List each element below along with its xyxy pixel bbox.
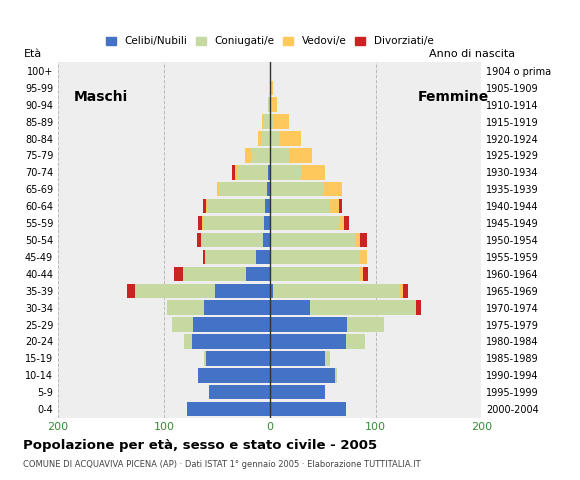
Bar xyxy=(416,300,421,315)
Bar xyxy=(325,351,330,366)
Bar xyxy=(270,351,325,366)
Bar xyxy=(251,148,270,163)
Bar xyxy=(339,199,342,213)
Bar xyxy=(270,267,360,281)
Bar xyxy=(270,81,273,95)
Bar xyxy=(258,132,261,146)
Bar xyxy=(201,233,202,247)
Bar xyxy=(215,284,270,298)
Bar xyxy=(267,97,270,112)
Bar xyxy=(135,284,215,298)
Bar xyxy=(203,199,206,213)
Bar xyxy=(302,165,325,180)
Bar xyxy=(207,199,266,213)
Bar xyxy=(209,385,270,399)
Text: Maschi: Maschi xyxy=(74,90,128,104)
Bar xyxy=(202,233,263,247)
Bar xyxy=(175,267,183,281)
Bar xyxy=(363,267,368,281)
Bar xyxy=(357,233,360,247)
Bar xyxy=(339,216,344,230)
Bar xyxy=(270,132,280,146)
Bar xyxy=(330,199,339,213)
Bar xyxy=(202,216,203,230)
Bar xyxy=(270,368,335,383)
Bar xyxy=(360,267,363,281)
Bar xyxy=(205,250,256,264)
Bar xyxy=(246,267,270,281)
Bar xyxy=(273,114,289,129)
Bar xyxy=(198,216,202,230)
Bar xyxy=(238,165,267,180)
Bar xyxy=(335,368,338,383)
Bar xyxy=(270,334,346,348)
Bar xyxy=(127,284,135,298)
Bar xyxy=(217,182,219,196)
Bar xyxy=(263,233,270,247)
Bar xyxy=(204,351,206,366)
Bar xyxy=(289,148,312,163)
Text: Età: Età xyxy=(24,49,42,59)
Bar xyxy=(270,216,339,230)
Bar xyxy=(203,250,205,264)
Text: COMUNE DI ACQUAVIVA PICENA (AP) · Dati ISTAT 1° gennaio 2005 · Elaborazione TUTT: COMUNE DI ACQUAVIVA PICENA (AP) · Dati I… xyxy=(23,460,421,469)
Bar xyxy=(400,284,403,298)
Bar xyxy=(280,132,302,146)
Bar xyxy=(167,300,204,315)
Bar xyxy=(273,284,400,298)
Bar xyxy=(245,148,251,163)
Bar xyxy=(346,334,365,348)
Bar xyxy=(197,233,201,247)
Bar xyxy=(270,199,330,213)
Bar xyxy=(403,284,408,298)
Bar xyxy=(267,165,270,180)
Bar xyxy=(270,97,272,112)
Bar xyxy=(235,165,238,180)
Bar xyxy=(344,216,349,230)
Bar xyxy=(270,284,273,298)
Bar xyxy=(270,233,357,247)
Bar xyxy=(172,317,194,332)
Text: Anno di nascita: Anno di nascita xyxy=(429,49,515,59)
Bar xyxy=(264,114,270,129)
Bar xyxy=(270,402,346,416)
Bar xyxy=(204,300,270,315)
Bar xyxy=(270,114,273,129)
Bar xyxy=(203,216,264,230)
Bar xyxy=(231,165,235,180)
Bar xyxy=(270,385,325,399)
Bar xyxy=(270,250,360,264)
Bar xyxy=(270,317,347,332)
Bar xyxy=(322,182,342,196)
Bar xyxy=(187,402,270,416)
Bar xyxy=(184,334,193,348)
Bar xyxy=(347,317,384,332)
Bar xyxy=(193,334,270,348)
Bar xyxy=(360,233,367,247)
Bar xyxy=(206,199,207,213)
Bar xyxy=(194,317,270,332)
Bar xyxy=(270,148,289,163)
Bar xyxy=(264,216,270,230)
Bar xyxy=(267,182,270,196)
Bar xyxy=(198,368,270,383)
Bar xyxy=(261,132,270,146)
Bar xyxy=(256,250,270,264)
Bar xyxy=(270,182,322,196)
Text: Popolazione per età, sesso e stato civile - 2005: Popolazione per età, sesso e stato civil… xyxy=(23,439,378,452)
Bar xyxy=(219,182,267,196)
Bar xyxy=(310,300,416,315)
Bar xyxy=(270,300,310,315)
Bar xyxy=(272,97,277,112)
Bar xyxy=(183,267,246,281)
Bar xyxy=(206,351,270,366)
Bar xyxy=(266,199,270,213)
Legend: Celibi/Nubili, Coniugati/e, Vedovi/e, Divorziati/e: Celibi/Nubili, Coniugati/e, Vedovi/e, Di… xyxy=(102,32,437,50)
Bar xyxy=(360,250,367,264)
Bar xyxy=(270,165,302,180)
Text: Femmine: Femmine xyxy=(418,90,489,104)
Bar xyxy=(262,114,264,129)
